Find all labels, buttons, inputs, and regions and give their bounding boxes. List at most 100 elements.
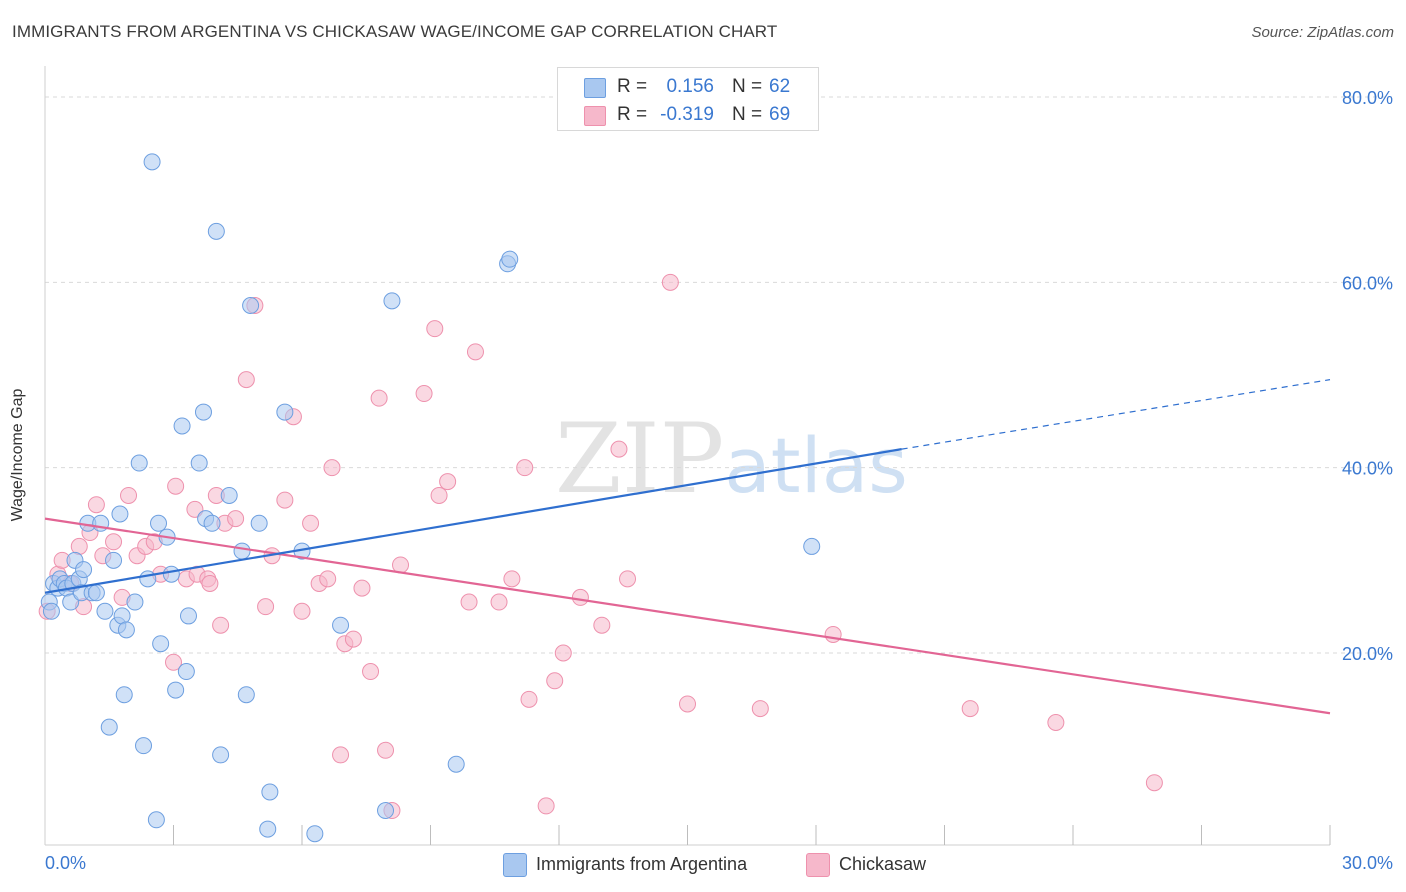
legend-label: Chickasaw	[839, 854, 927, 874]
chickasaw-point	[323, 459, 341, 477]
y-tick-label: 40.0%	[1342, 459, 1393, 479]
argentina-point	[261, 783, 279, 801]
argentina-point	[203, 514, 221, 532]
n-value: 69	[769, 104, 791, 125]
argentina-point	[383, 292, 401, 310]
chickasaw-point	[426, 320, 444, 338]
correlation-legend: R = 0.156 N = 62 R = -0.319 N = 69	[557, 67, 819, 131]
chickasaw-point	[319, 570, 337, 588]
chickasaw-point	[186, 500, 204, 518]
chickasaw-point	[430, 486, 448, 504]
n-label: N =	[732, 76, 763, 97]
chickasaw-point	[679, 695, 696, 713]
chickasaw-point	[362, 663, 380, 681]
chickasaw-point	[516, 459, 534, 477]
chickasaw-point	[370, 389, 388, 407]
x-tick-label: 0.0%	[45, 853, 86, 873]
chickasaw-point	[353, 579, 371, 597]
chickasaw-point	[1145, 774, 1163, 792]
argentina-point	[207, 222, 225, 240]
argentina-point	[115, 686, 133, 704]
argentina-point	[501, 250, 519, 268]
x-tick-label: 30.0%	[1342, 853, 1393, 873]
chickasaw-point	[824, 625, 842, 643]
n-label: N =	[732, 104, 763, 125]
r-value: -0.319	[660, 104, 714, 125]
argentina-point	[62, 593, 80, 611]
y-tick-label: 80.0%	[1342, 88, 1393, 108]
chickasaw-point	[610, 440, 628, 458]
argentina-point	[139, 570, 157, 588]
y-tick-label: 20.0%	[1342, 644, 1393, 664]
chickasaw-point	[490, 593, 508, 611]
argentina-point	[167, 681, 185, 699]
legend-label: Immigrants from Argentina	[536, 854, 748, 874]
r-label: R =	[617, 104, 648, 125]
argentina-point	[75, 561, 93, 579]
argentina-point	[276, 403, 294, 421]
chart-title: IMMIGRANTS FROM ARGENTINA VS CHICKASAW W…	[12, 22, 778, 41]
argentina-point	[190, 454, 208, 472]
chickasaw-trendline	[44, 517, 1331, 715]
argentina-point	[143, 153, 161, 171]
chickasaw-point	[961, 700, 979, 718]
argentina-point	[237, 686, 255, 704]
axes	[44, 66, 1331, 846]
r-label: R =	[617, 76, 648, 97]
legend-row-chickasaw: R = -0.319 N = 69	[558, 101, 818, 129]
argentina-point	[105, 551, 123, 569]
chickasaw-point	[377, 741, 395, 759]
chickasaw-point	[167, 477, 185, 495]
tick-labels: 20.0% 40.0% 60.0% 80.0% 0.0% 30.0%	[45, 88, 1393, 873]
chickasaw-point	[439, 473, 457, 491]
argentina-point	[306, 825, 324, 843]
argentina-point	[177, 663, 195, 681]
chickasaw-point	[87, 496, 105, 514]
argentina-trendline-extension	[901, 379, 1331, 450]
chickasaw-point	[466, 343, 484, 361]
chickasaw-point	[227, 510, 245, 528]
chickasaw-point	[201, 575, 219, 592]
chickasaw-point	[415, 385, 433, 403]
argentina-point	[377, 802, 395, 820]
chickasaw-point	[537, 797, 555, 815]
argentina-trendline	[44, 448, 902, 594]
chickasaw-point	[344, 630, 362, 648]
chickasaw-point	[593, 616, 611, 634]
argentina-point	[87, 584, 105, 602]
argentina-point	[111, 505, 129, 523]
chickasaw-point	[105, 533, 123, 551]
r-value: 0.156	[666, 76, 714, 97]
chickasaw-point	[619, 570, 637, 588]
chickasaw-point	[237, 371, 255, 389]
argentina-point	[259, 820, 277, 838]
argentina-point	[233, 542, 251, 560]
legend-swatch-blue	[503, 853, 527, 877]
argentina-point	[173, 417, 191, 435]
argentina-point	[179, 607, 197, 625]
n-value: 62	[769, 76, 791, 97]
watermark: ZIPatlas	[555, 403, 908, 515]
argentina-point	[152, 635, 170, 653]
argentina-point	[100, 718, 118, 736]
chickasaw-point	[554, 644, 572, 662]
argentina-point	[42, 602, 60, 620]
legend-row-argentina: R = 0.156 N = 62	[558, 73, 818, 101]
argentina-point	[447, 755, 465, 773]
chickasaw-point	[302, 514, 320, 532]
chickasaw-point	[165, 653, 182, 671]
argentina-point	[126, 593, 144, 611]
chickasaw-point	[1047, 714, 1065, 731]
argentina-point	[162, 565, 180, 583]
argentina-point	[220, 486, 238, 504]
argentina-point	[135, 737, 153, 755]
argentina-point	[96, 602, 114, 620]
argentina-point	[250, 514, 268, 532]
chickasaw-point	[332, 746, 350, 764]
argentina-point	[212, 746, 230, 764]
watermark-text: ZIPatlas	[555, 403, 908, 515]
data-points	[38, 153, 1163, 843]
y-tick-label: 60.0%	[1342, 273, 1393, 293]
legend-swatch-pink	[806, 853, 830, 877]
